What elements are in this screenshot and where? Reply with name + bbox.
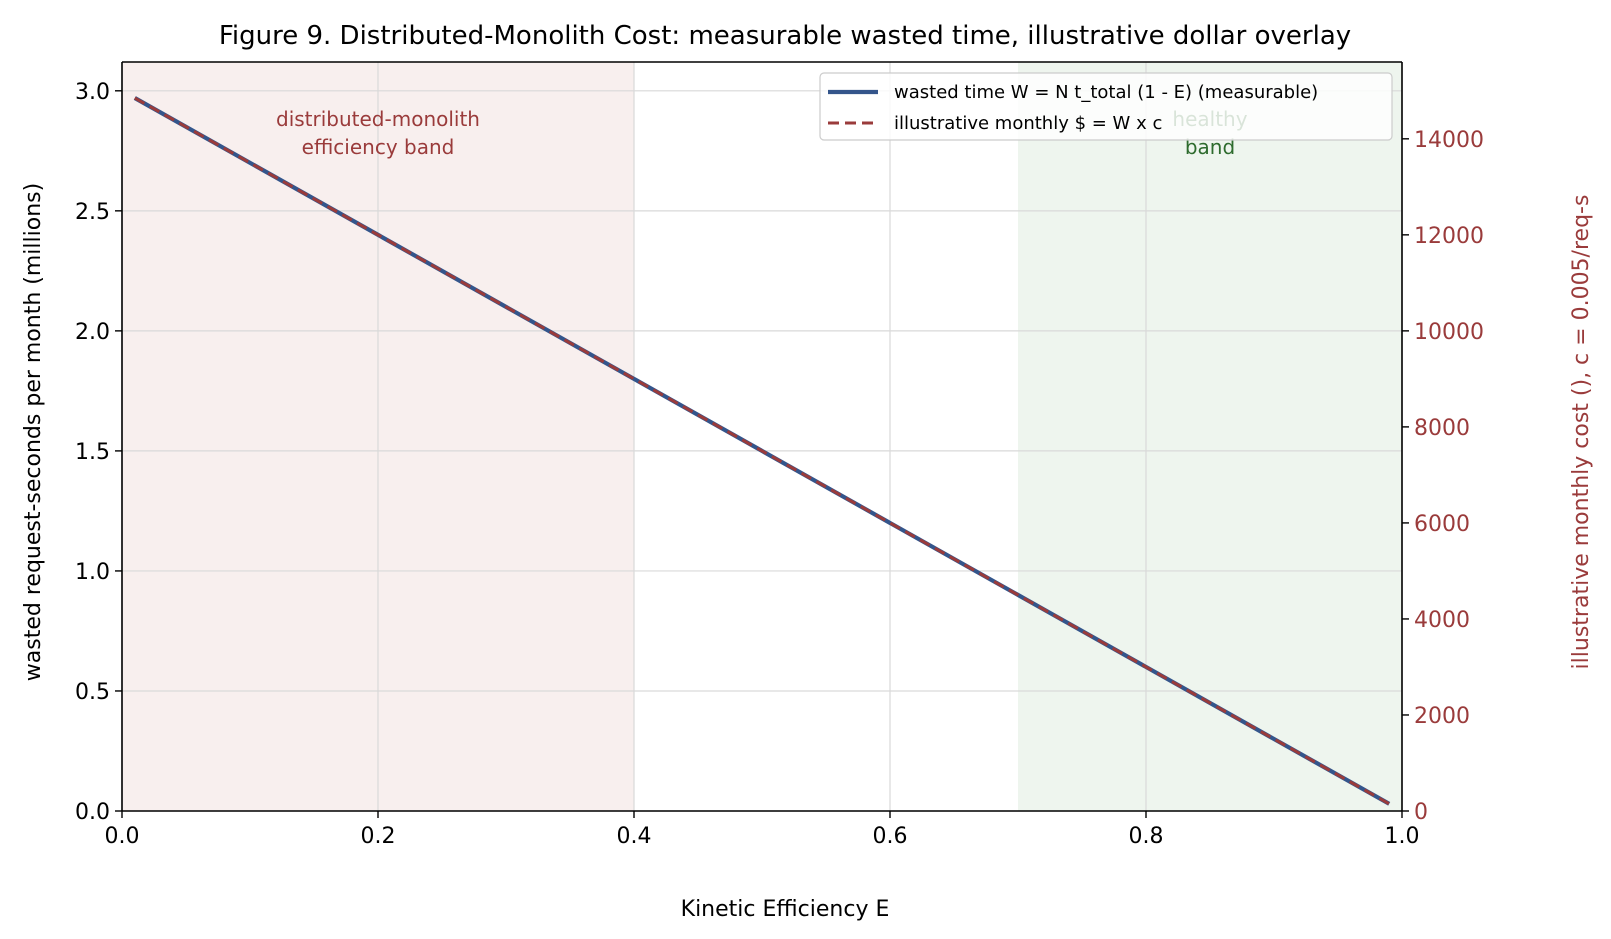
y2-tick-label: 10000	[1414, 320, 1484, 345]
y-tick-label: 2.5	[75, 200, 110, 225]
x-tick-label: 0.4	[617, 824, 652, 849]
y-tick-label: 2.0	[75, 320, 110, 345]
y2-tick-label: 14000	[1414, 128, 1484, 153]
y-tick-label: 1.0	[75, 560, 110, 585]
legend-label-1: illustrative monthly $ = W x c	[894, 113, 1162, 134]
y-axis-label: wasted request-seconds per month (millio…	[21, 183, 46, 681]
y2-tick-label: 4000	[1414, 608, 1470, 633]
band-label-0: efficiency band	[302, 135, 455, 159]
y-tick-label: 3.0	[75, 80, 110, 105]
y-tick-label: 0.0	[75, 800, 110, 825]
x-tick-label: 0.2	[361, 824, 396, 849]
x-tick-label: 1.0	[1385, 824, 1420, 849]
axes: 0.0 0.2 0.4 0.6 0.8 1.0 0.0 0.5 1.0 1.5 2.0 2.5 3.0 0…	[75, 61, 1484, 849]
legend-label-0: wasted time W = N t_total (1 - E) (measu…	[894, 82, 1318, 103]
shaded-bands	[122, 62, 1402, 811]
y-tick-label: 1.5	[75, 440, 110, 465]
y2-tick-label: 6000	[1414, 512, 1470, 537]
y-tick-label: 0.5	[75, 680, 110, 705]
chart-title: Figure 9. Distributed-Monolith Cost: mea…	[219, 21, 1351, 51]
x-axis-label: Kinetic Efficiency E	[681, 897, 890, 922]
y2-tick-label: 2000	[1414, 704, 1470, 729]
y2-tick-label: 0	[1414, 800, 1428, 825]
x-tick-label: 0.8	[1129, 824, 1164, 849]
band-label-0: distributed-monolith	[276, 107, 480, 131]
y2-tick-label: 8000	[1414, 416, 1470, 441]
legend-box	[819, 72, 1393, 141]
band-1	[1018, 62, 1402, 811]
x-tick-label: 0.0	[105, 824, 140, 849]
legend: wasted time W = N t_total (1 - E) (measu…	[819, 72, 1393, 141]
x-tick-label: 0.6	[873, 824, 908, 849]
y2-axis-label: illustrative monthly cost (), c = 0.005/…	[1569, 195, 1594, 670]
y2-tick-label: 12000	[1414, 224, 1484, 249]
series-line-1	[134, 96, 1390, 806]
series-lines	[133, 96, 1391, 806]
